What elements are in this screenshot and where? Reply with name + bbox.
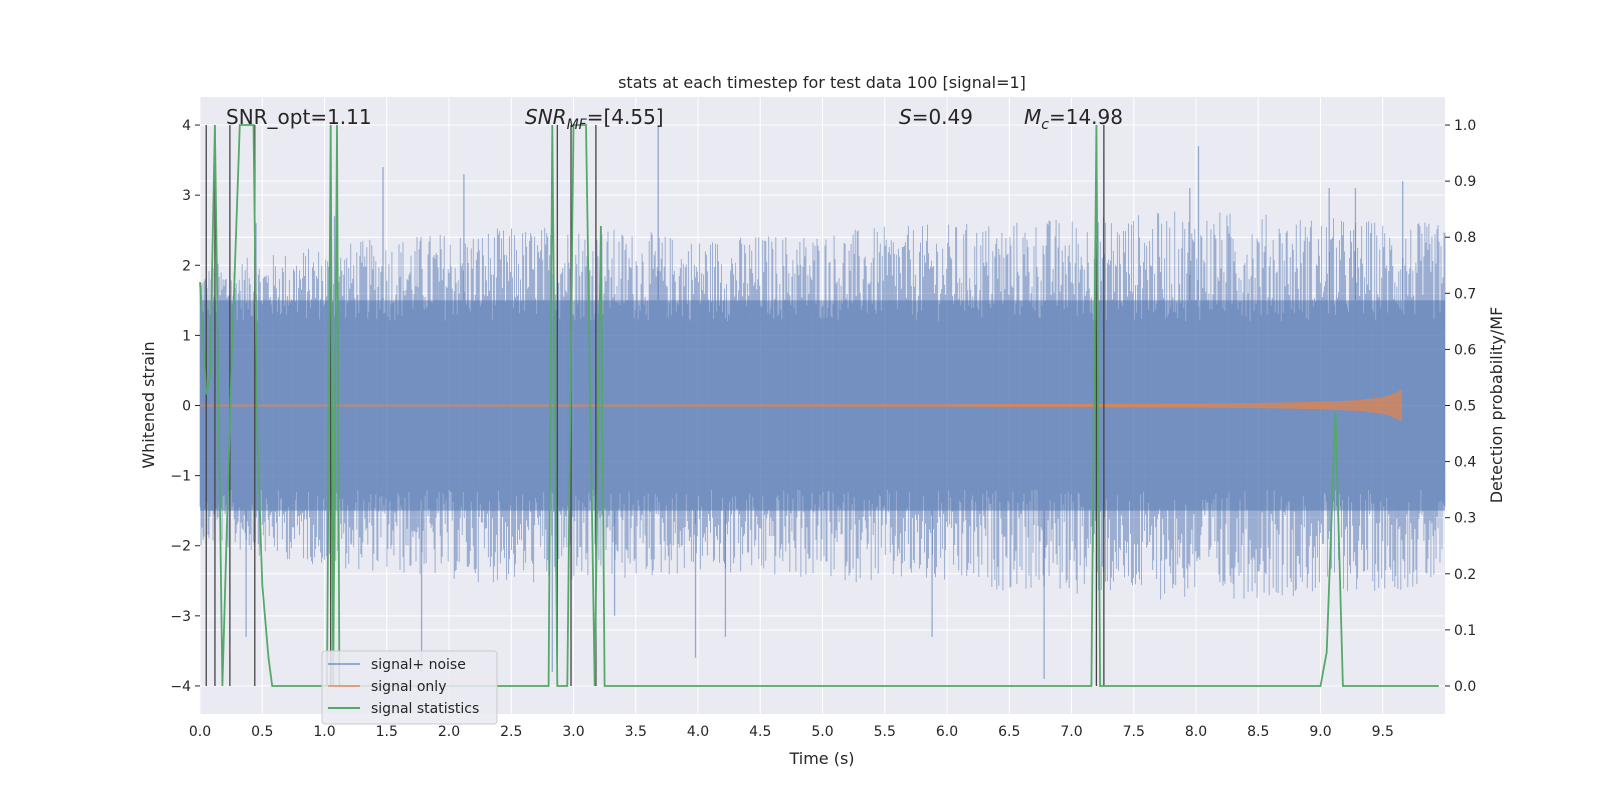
legend-label-noise: signal+ noise xyxy=(371,657,466,673)
x-tick-label: 3.0 xyxy=(562,724,584,740)
x-axis-label: Time (s) xyxy=(788,749,854,768)
y-tick-label: −3 xyxy=(170,609,191,625)
x-tick-label: 4.0 xyxy=(687,724,709,740)
annotation-snr-mf: SNRMF=[4.55] xyxy=(525,105,664,133)
mc-value: =14.98 xyxy=(1049,105,1123,129)
x-tick-label: 1.5 xyxy=(376,724,398,740)
signal-only-series xyxy=(199,389,1402,422)
y2-tick-labels: 0.0 0.1 0.2 0.3 0.4 0.5 0.6 0.7 0.8 0.9 1.0 xyxy=(1445,118,1476,695)
y2-axis-label: Detection probability/MF xyxy=(1487,307,1506,504)
y-tick-label: 0 xyxy=(182,399,191,415)
x-tick-labels: 0.0 0.5 1.0 1.5 2.0 2.5 3.0 3.5 4.0 4.5 5.0 5.5 6.0 6… xyxy=(189,724,1394,740)
y2-tick-label: 0.1 xyxy=(1454,623,1476,639)
x-tick-label: 5.5 xyxy=(874,724,896,740)
y2-tick-label: 0.6 xyxy=(1454,342,1476,358)
legend: signal+ noise signal only signal statist… xyxy=(321,650,498,725)
mc-sub: c xyxy=(1041,117,1049,133)
y-axis-label: Whitened strain xyxy=(139,341,158,468)
snr-mf-sub: MF xyxy=(567,117,588,133)
x-tick-label: 9.0 xyxy=(1309,724,1331,740)
y2-tick-label: 0.9 xyxy=(1454,174,1476,190)
x-tick-label: 0.5 xyxy=(251,724,273,740)
x-tick-label: 6.5 xyxy=(998,724,1020,740)
x-tick-label: 8.0 xyxy=(1185,724,1207,740)
snr-mf-value: =[4.55] xyxy=(587,105,664,129)
x-tick-label: 5.0 xyxy=(811,724,833,740)
s-name: S xyxy=(899,105,912,129)
y2-tick-label: 0.5 xyxy=(1454,399,1476,415)
signal-statistics-series xyxy=(199,124,1439,687)
y-tick-label: −2 xyxy=(170,539,191,555)
y2-tick-label: 0.8 xyxy=(1454,230,1476,246)
x-tick-label: 8.5 xyxy=(1247,724,1269,740)
x-tick-label: 3.5 xyxy=(625,724,647,740)
legend-box xyxy=(321,650,498,725)
y-tick-label: −1 xyxy=(170,469,191,485)
x-tick-label: 4.5 xyxy=(749,724,771,740)
y2-tick-label: 0.4 xyxy=(1454,455,1476,471)
signal-statistics-line xyxy=(199,124,1439,687)
chart-title: stats at each timestep for test data 100… xyxy=(618,73,1026,92)
x-tick-label: 7.5 xyxy=(1123,724,1145,740)
y2-tick-label: 0.3 xyxy=(1454,511,1476,527)
snr-mf-name: SNR xyxy=(525,105,567,129)
x-tick-label: 6.0 xyxy=(936,724,958,740)
mc-name: M xyxy=(1024,105,1041,129)
x-tick-label: 1.0 xyxy=(313,724,335,740)
y-tick-labels: −4 −3 −2 −1 0 1 2 3 4 xyxy=(170,118,200,695)
y-tick-label: 1 xyxy=(182,328,191,344)
legend-label-signal: signal only xyxy=(371,679,446,695)
x-tick-label: 0.0 xyxy=(189,724,211,740)
y-tick-label: 3 xyxy=(182,188,191,204)
y2-tick-label: 0.2 xyxy=(1454,567,1476,583)
x-tick-label: 2.5 xyxy=(500,724,522,740)
s-value: =0.49 xyxy=(912,105,973,129)
x-tick-label: 7.0 xyxy=(1060,724,1082,740)
y-tick-label: 4 xyxy=(182,118,191,134)
y2-tick-label: 1.0 xyxy=(1454,118,1476,134)
y2-tick-label: 0.7 xyxy=(1454,286,1476,302)
annotation-snr-opt: SNR_opt=1.11 xyxy=(226,105,372,129)
legend-label-stats: signal statistics xyxy=(371,701,479,717)
annotation-s: S=0.49 xyxy=(899,105,973,129)
annotation-mc: Mc=14.98 xyxy=(1024,105,1123,133)
x-tick-label: 9.5 xyxy=(1372,724,1394,740)
y-tick-label: 2 xyxy=(182,258,191,274)
y-tick-label: −4 xyxy=(170,679,191,695)
x-tick-label: 2.0 xyxy=(438,724,460,740)
y2-tick-label: 0.0 xyxy=(1454,679,1476,695)
